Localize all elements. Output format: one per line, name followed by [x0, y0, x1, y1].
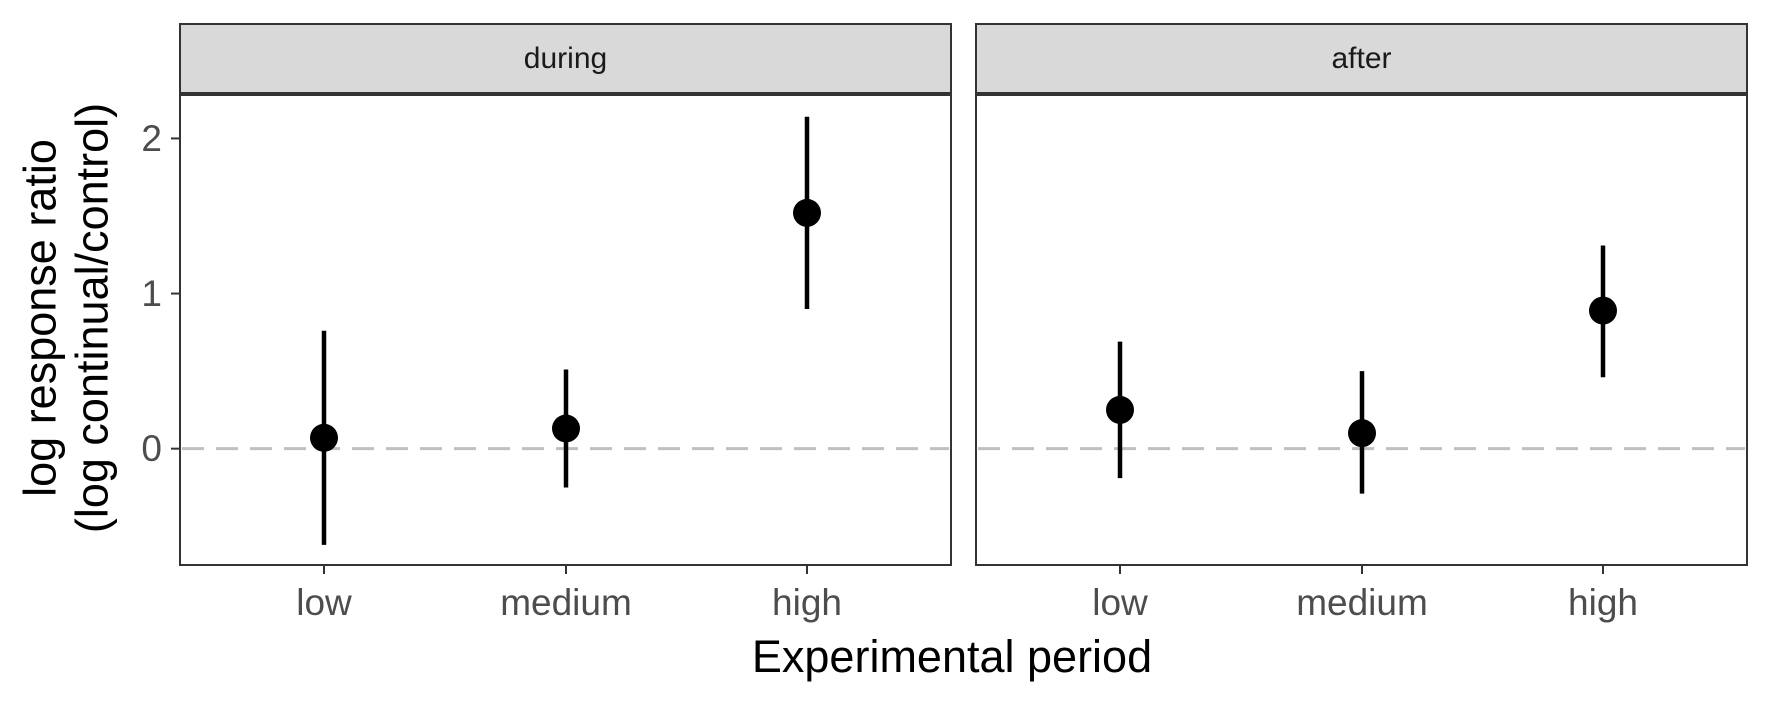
y-axis: 0 1 2	[141, 118, 180, 469]
x-axis-title: Experimental period	[752, 631, 1152, 682]
facet-label-during: during	[524, 42, 607, 75]
x-tick-label-after-low: low	[1092, 582, 1148, 623]
x-tick-label-during-low: low	[296, 582, 352, 623]
x-tick-label-during-medium: medium	[500, 582, 632, 623]
x-tick-label-during-high: high	[772, 582, 842, 623]
point-after-high	[1589, 296, 1617, 325]
point-after-low	[1106, 395, 1134, 424]
point-during-high	[793, 198, 821, 227]
y-tick-label-0: 0	[141, 428, 162, 469]
y-axis-title: log response ratio (log continual/contro…	[15, 103, 118, 533]
panels-layer: during low medium high after low medium high	[179, 23, 1748, 623]
panel-frame-during	[179, 94, 952, 566]
x-tick-label-after-high: high	[1568, 582, 1638, 623]
y-tick-label-2: 2	[141, 118, 162, 159]
facet-strip-during	[179, 23, 952, 94]
point-during-low	[310, 423, 338, 452]
panel-during: during low medium high	[179, 23, 952, 623]
panel-frame-after	[975, 94, 1748, 566]
point-after-medium	[1348, 419, 1376, 448]
y-tick-label-1: 1	[141, 273, 162, 314]
facet-strip-after	[975, 23, 1748, 94]
panel-after: after low medium high	[975, 23, 1748, 623]
y-axis-title-line-2: (log continual/control)	[67, 103, 118, 533]
y-axis-title-line-1: log response ratio	[15, 139, 66, 497]
x-tick-label-after-medium: medium	[1296, 582, 1428, 623]
facet-label-after: after	[1331, 42, 1391, 75]
point-during-medium	[552, 414, 580, 443]
